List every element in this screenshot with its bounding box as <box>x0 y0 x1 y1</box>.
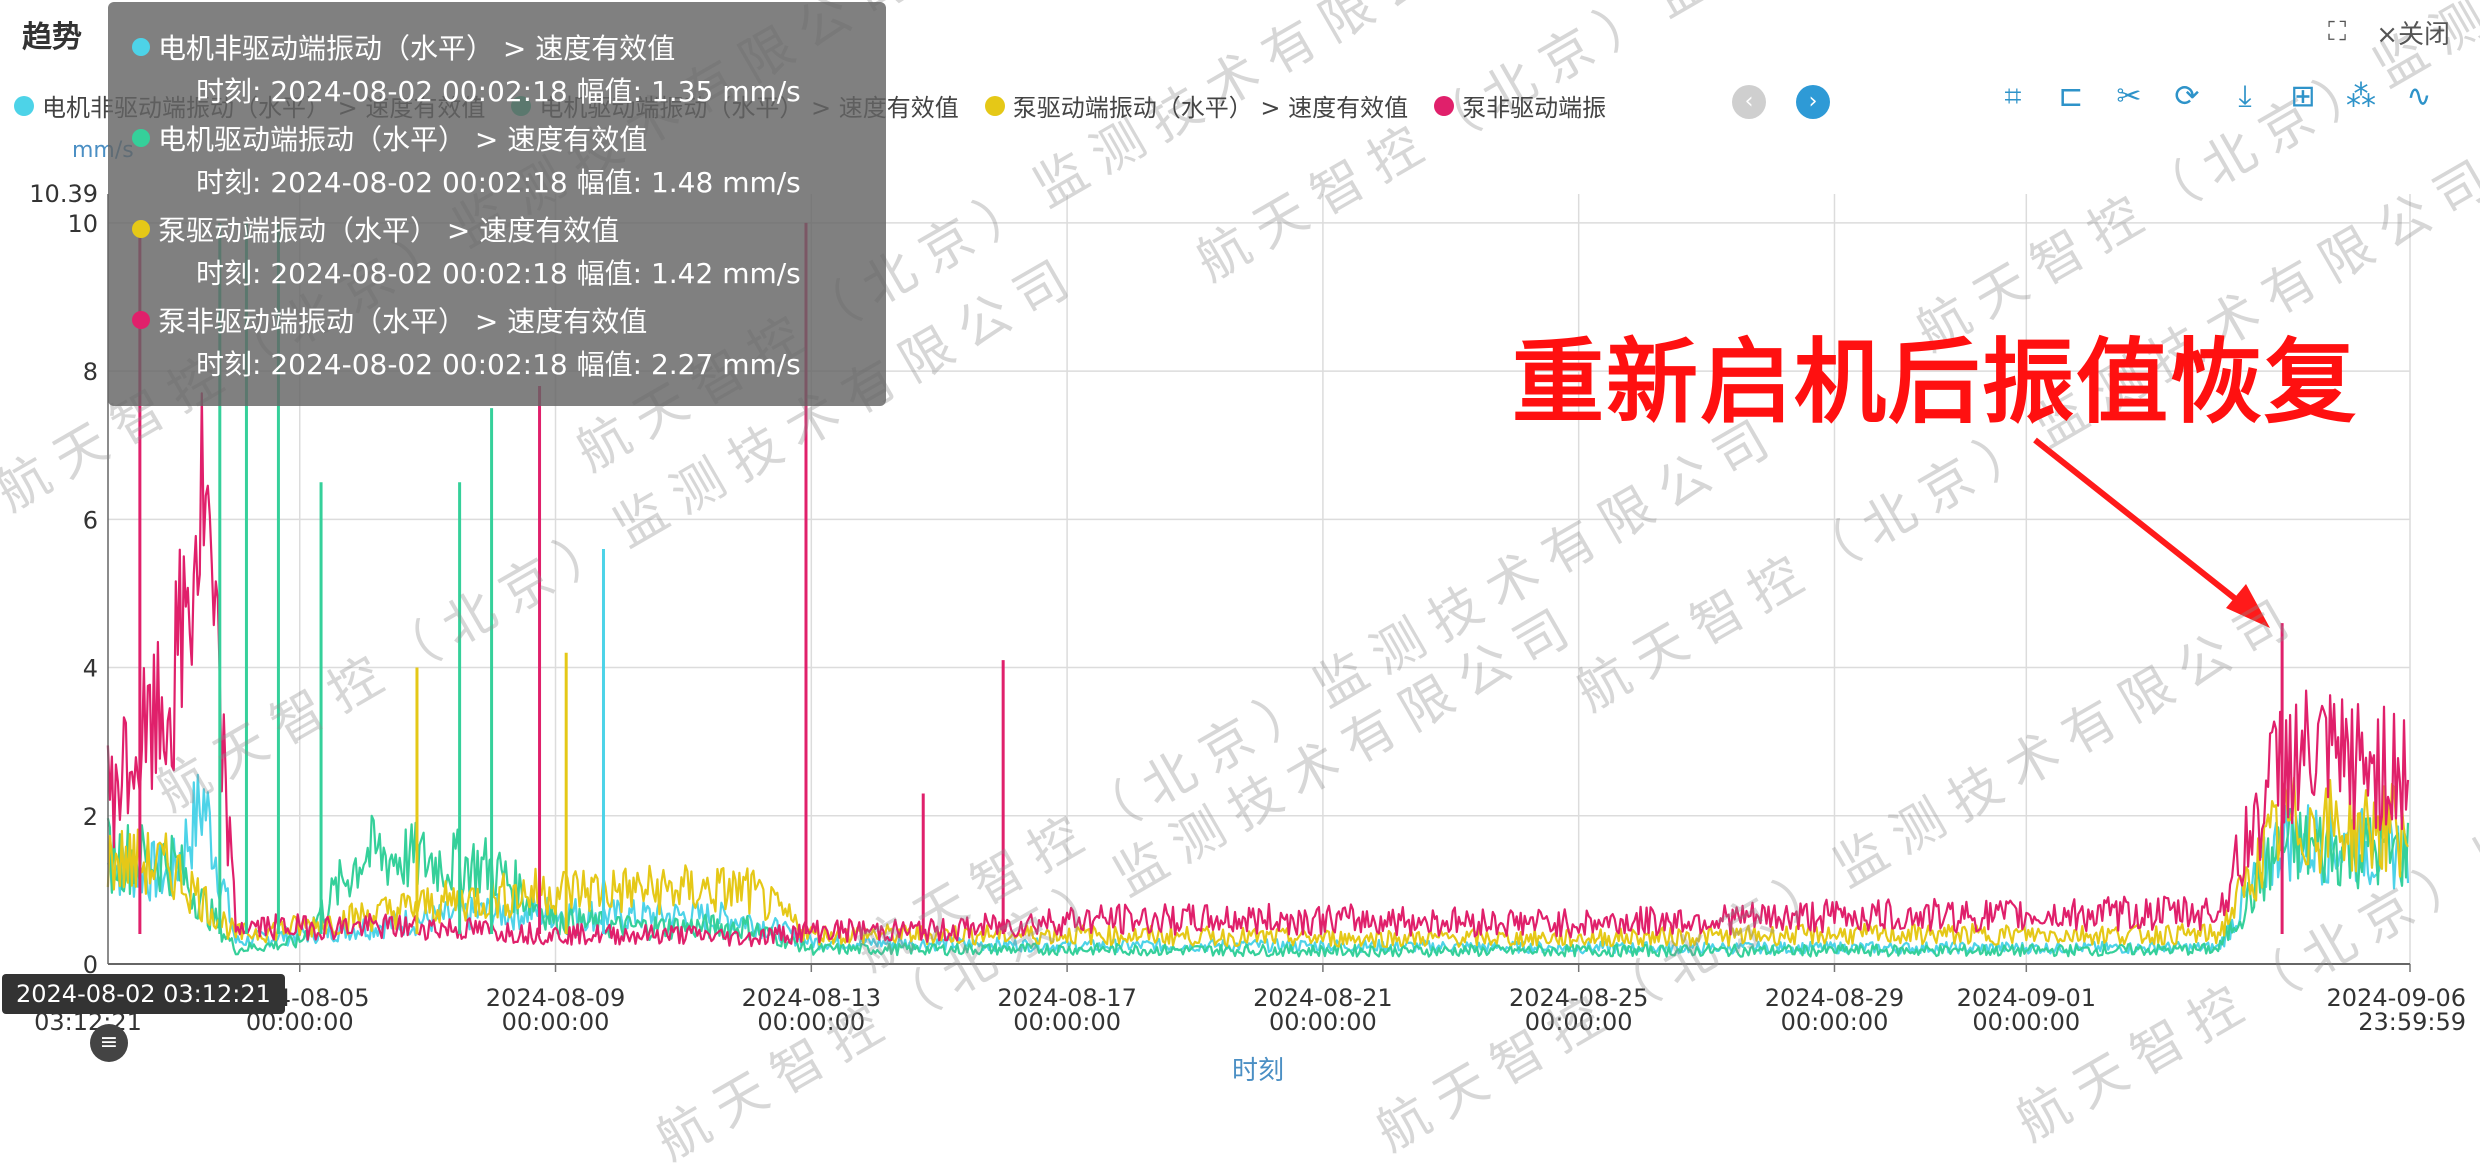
legend-item[interactable]: 泵非驱动端振 <box>1434 88 1606 123</box>
x-tick-label: 2024-09-01 <box>1957 984 2096 1012</box>
refresh-icon[interactable]: ⟳ <box>2174 79 2200 114</box>
legend-pager: ‹ › <box>1732 85 1830 119</box>
x-tick-time-label: 00:00:00 <box>1269 1008 1377 1036</box>
tooltip-detail: 时刻: 2024-08-02 00:02:18 幅值: 1.35 mm/s <box>196 75 801 108</box>
y-max-label: 10.39 <box>29 180 98 208</box>
x-tick-label: 2024-08-21 <box>1253 984 1392 1012</box>
annotation-arrow-head <box>2226 584 2270 628</box>
fullscreen-icon[interactable]: ⛶ <box>2328 17 2347 47</box>
x-tick-time-label: 00:00:00 <box>1781 1008 1889 1036</box>
axis-layer: 024681010.392024-08-0500:00:002024-08-09… <box>29 180 2466 1036</box>
legend-dot-icon <box>984 95 1005 116</box>
x-tick-time-label: 00:00:00 <box>1013 1008 1121 1036</box>
x-tick-label: 2024-08-29 <box>1765 984 1904 1012</box>
x-tick-time-label: 00:00:00 <box>757 1008 865 1036</box>
zoom-select-icon[interactable]: ⌗ <box>2004 79 2022 114</box>
legend-next-icon[interactable]: › <box>1796 85 1830 119</box>
chart-tooltip: 电机非驱动端振动（水平） > 速度有效值时刻: 2024-08-02 00:02… <box>108 2 886 406</box>
legend-prev-icon[interactable]: ‹ <box>1732 85 1766 119</box>
line-icon[interactable]: ∿ <box>2406 79 2432 114</box>
tooltip-series-name: 电机驱动端振动（水平） > 速度有效值 <box>158 122 648 156</box>
tooltip-series-name: 电机非驱动端振动（水平） > 速度有效值 <box>158 31 676 65</box>
y-tick-label: 10 <box>67 210 98 238</box>
legend-label: 泵非驱动端振 <box>1462 94 1607 122</box>
annotation-arrow-line <box>2033 437 2254 615</box>
x-tick-time-label: 00:00:00 <box>1525 1008 1633 1036</box>
download-icon[interactable]: ⤓ <box>2238 79 2252 114</box>
cut-icon[interactable]: ✂ <box>2116 79 2142 114</box>
tooltip-dot-icon <box>132 310 150 329</box>
x-tick-time-label: 00:00:00 <box>1972 1008 2080 1036</box>
y-tick-label: 4 <box>83 655 98 683</box>
tooltip-series-name: 泵驱动端振动（水平） > 速度有效值 <box>158 213 620 247</box>
tooltip-dot-icon <box>132 37 150 56</box>
x-tick-label: 2024-08-25 <box>1509 984 1648 1012</box>
close-button[interactable]: ×关闭 <box>2376 20 2450 50</box>
tooltip-dot-icon <box>132 128 150 147</box>
x-tick-label: 2024-09-06 <box>2327 984 2466 1012</box>
add-icon[interactable]: ⊞ <box>2290 79 2316 114</box>
window-controls: ⛶ ×关闭 <box>2328 14 2450 51</box>
tooltip-series-row: 泵驱动端振动（水平） > 速度有效值 <box>132 206 862 251</box>
tooltip-dot-icon <box>132 219 150 238</box>
legend-dot-icon <box>14 95 34 116</box>
x-tick-label: 2024-08-09 <box>486 984 625 1012</box>
legend-dot-icon <box>1434 95 1455 116</box>
chart-toolbox: ⌗ ⊏ ✂ ⟳ ⤓ ⊞ ⁂ ∿ <box>1996 80 2436 114</box>
tooltip-detail: 时刻: 2024-08-02 00:02:18 幅值: 2.27 mm/s <box>196 348 801 381</box>
x-tick-label: 2024-08-17 <box>997 984 1136 1012</box>
tooltip-series-row: 电机驱动端振动（水平） > 速度有效值 <box>132 115 862 160</box>
tooltip-detail: 时刻: 2024-08-02 00:02:18 幅值: 1.42 mm/s <box>196 257 801 290</box>
tooltip-series-name: 泵非驱动端振动（水平） > 速度有效值 <box>158 304 648 338</box>
zoom-handle-icon[interactable]: ≡ <box>90 1024 128 1062</box>
x-tick-label: 2024-08-13 <box>742 984 881 1012</box>
y-tick-label: 2 <box>83 803 98 831</box>
tooltip-detail: 时刻: 2024-08-02 00:02:18 幅值: 1.48 mm/s <box>196 166 801 199</box>
scatter-icon[interactable]: ⁂ <box>2346 79 2376 114</box>
tooltip-series-row: 泵非驱动端振动（水平） > 速度有效值 <box>132 297 862 342</box>
axis-pointer-label: 2024-08-02 03:12:21 <box>2 974 285 1014</box>
x-axis-label: 时刻 <box>1232 1056 1285 1086</box>
tooltip-series-row: 电机非驱动端振动（水平） > 速度有效值 <box>132 24 862 69</box>
y-tick-label: 6 <box>83 506 98 534</box>
annotation-text: 重新启机后振值恢复 <box>1512 328 2359 436</box>
legend-item[interactable]: 泵驱动端振动（水平） > 速度有效值 <box>984 88 1409 123</box>
x-tick-time-label: 00:00:00 <box>502 1008 610 1036</box>
x-tick-time-label: 23:59:59 <box>2358 1008 2466 1036</box>
y-tick-label: 8 <box>83 358 98 386</box>
y-tick-label: 0 <box>83 951 98 979</box>
zoom-back-icon[interactable]: ⊏ <box>2058 79 2084 114</box>
panel-title: 趋势 <box>22 20 82 55</box>
legend-label: 泵驱动端振动（水平） > 速度有效值 <box>1012 94 1409 122</box>
